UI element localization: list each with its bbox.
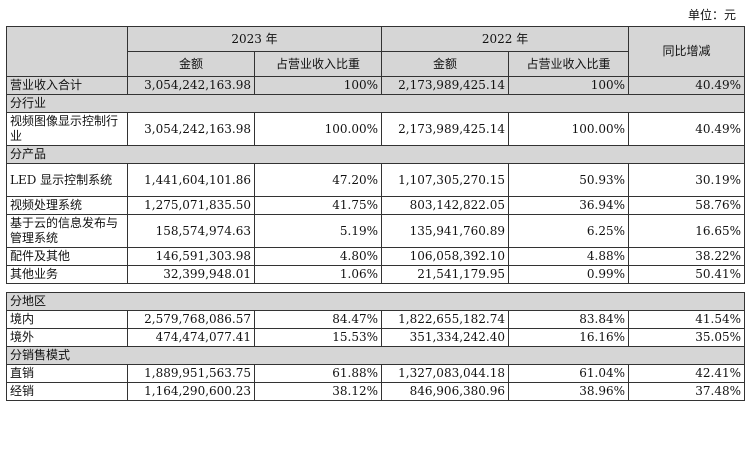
header-yoy: 同比增减: [628, 26, 746, 77]
ratio-2023: 5.19%: [253, 214, 383, 248]
total-yoy: 40.49%: [628, 76, 746, 95]
yoy-change: 41.54%: [628, 310, 746, 329]
table-row: 其他业务 32,399,948.01 1.06% 21,541,179.95 0.99%…: [6, 265, 746, 284]
section-title: 分行业: [5, 94, 746, 113]
amount-2023: 474,474,077.41: [127, 328, 255, 347]
ratio-2022: 83.84%: [508, 310, 630, 329]
ratio-2022: 36.94%: [508, 196, 630, 215]
ratio-2023: 100.00%: [253, 112, 383, 146]
total-ratio-2023: 100%: [253, 76, 383, 95]
amount-2022: 21,541,179.95: [381, 265, 510, 284]
row-label: 境内: [6, 310, 128, 329]
ratio-2023: 84.47%: [253, 310, 383, 329]
ratio-2023: 41.75%: [253, 196, 383, 215]
yoy-change: 38.22%: [628, 247, 746, 266]
amount-2022: 2,173,989,425.14: [381, 112, 510, 146]
total-amount-2023: 3,054,242,163.98: [127, 76, 255, 95]
amount-2022: 1,327,083,044.18: [381, 364, 510, 383]
ratio-2023: 47.20%: [253, 163, 383, 197]
row-label: 视频处理系统: [6, 196, 128, 215]
yoy-change: 35.05%: [628, 328, 746, 347]
total-row: 营业收入合计 3,054,242,163.98 100% 2,173,989,4…: [6, 76, 746, 95]
section-title: 分产品: [5, 145, 746, 164]
ratio-2023: 38.12%: [253, 382, 383, 401]
ratio-2022: 38.96%: [508, 382, 630, 401]
header-2022: 2022 年: [381, 26, 630, 52]
table-row: 境内 2,579,768,086.57 84.47% 1,822,655,182.74…: [6, 310, 746, 329]
row-label: 基于云的信息发布与管理系统: [6, 214, 128, 248]
row-label: 经销: [6, 382, 128, 401]
header-row-metrics: 金额 占营业收入比重 金额 占营业收入比重: [7, 51, 745, 77]
amount-2023: 3,054,242,163.98: [127, 112, 255, 146]
amount-2023: 32,399,948.01: [127, 265, 255, 284]
header-row-years: 2023 年 2022 年 同比增减: [6, 26, 746, 77]
yoy-change: 30.19%: [628, 163, 746, 197]
total-label: 营业收入合计: [6, 76, 128, 95]
ratio-2022: 100.00%: [508, 112, 630, 146]
header-ratio-2022: 占营业收入比重: [508, 51, 630, 77]
table-row: 视频图像显示控制行业 3,054,242,163.98 100.00% 2,173,9…: [6, 112, 746, 146]
table-row: 配件及其他 146,591,303.98 4.80% 106,058,392.10 4.…: [6, 247, 746, 266]
amount-2022: 135,941,760.89: [381, 214, 510, 248]
table-row: 境外 474,474,077.41 15.53% 351,334,242.40 16.1…: [6, 328, 746, 347]
amount-2023: 146,591,303.98: [127, 247, 255, 266]
table-row: 视频处理系统 1,275,071,835.50 41.75% 803,142,822.…: [6, 196, 746, 215]
header-blank-cell: [6, 26, 128, 77]
ratio-2022: 6.25%: [508, 214, 630, 248]
yoy-change: 40.49%: [628, 112, 746, 146]
ratio-2022: 0.99%: [508, 265, 630, 284]
row-label: LED 显示控制系统: [6, 163, 128, 197]
ratio-2023: 4.80%: [253, 247, 383, 266]
yoy-change: 58.76%: [628, 196, 746, 215]
table-row: LED 显示控制系统 1,441,604,101.86 47.20% 1,107,30…: [6, 163, 746, 197]
ratio-2022: 50.93%: [508, 163, 630, 197]
amount-2022: 803,142,822.05: [381, 196, 510, 215]
table-spacer: [6, 283, 745, 293]
header-amount-2022: 金额: [381, 51, 510, 77]
header-2023: 2023 年: [126, 26, 383, 52]
revenue-table: 2023 年 2022 年 同比增减 金额 占营业收入比重 金额 占营业收入比重…: [5, 26, 746, 401]
yoy-change: 37.48%: [628, 382, 746, 401]
table-row: 经销 1,164,290,600.23 38.12% 846,906,380.96 38…: [6, 382, 746, 401]
ratio-2022: 4.88%: [508, 247, 630, 266]
amount-2023: 1,164,290,600.23: [127, 382, 255, 401]
row-label: 视频图像显示控制行业: [6, 112, 128, 146]
table-row: 基于云的信息发布与管理系统 158,574,974.63 5.19% 135,941,…: [6, 214, 746, 248]
amount-2023: 1,441,604,101.86: [127, 163, 255, 197]
section-header-row: 分地区: [5, 292, 746, 311]
amount-2022: 351,334,242.40: [381, 328, 510, 347]
header-amount-2023: 金额: [127, 51, 255, 77]
table-row: 直销 1,889,951,563.75 61.88% 1,327,083,044.18…: [6, 364, 746, 383]
section-title: 分地区: [5, 292, 746, 311]
amount-2022: 106,058,392.10: [381, 247, 510, 266]
row-label: 直销: [6, 364, 128, 383]
header-ratio-2023: 占营业收入比重: [253, 51, 383, 77]
ratio-2022: 61.04%: [508, 364, 630, 383]
row-label: 境外: [6, 328, 128, 347]
unit-label: 单位：元: [687, 8, 736, 22]
yoy-change: 16.65%: [628, 214, 746, 248]
row-label: 其他业务: [6, 265, 128, 284]
amount-2023: 1,889,951,563.75: [127, 364, 255, 383]
section-header-row: 分行业: [5, 94, 746, 113]
section-title: 分销售模式: [5, 346, 746, 365]
row-label: 配件及其他: [6, 247, 128, 266]
ratio-2022: 16.16%: [508, 328, 630, 347]
yoy-change: 50.41%: [628, 265, 746, 284]
total-amount-2022: 2,173,989,425.14: [381, 76, 510, 95]
amount-2022: 1,822,655,182.74: [381, 310, 510, 329]
yoy-change: 42.41%: [628, 364, 746, 383]
amount-2023: 2,579,768,086.57: [127, 310, 255, 329]
ratio-2023: 15.53%: [253, 328, 383, 347]
amount-2022: 1,107,305,270.15: [381, 163, 510, 197]
amount-2023: 158,574,974.63: [127, 214, 255, 248]
total-ratio-2022: 100%: [508, 76, 630, 95]
ratio-2023: 1.06%: [253, 265, 383, 284]
section-header-row: 分产品: [5, 145, 746, 164]
section-header-row: 分销售模式: [5, 346, 746, 365]
amount-2022: 846,906,380.96: [381, 382, 510, 401]
spacer-cell: [6, 283, 745, 293]
amount-2023: 1,275,071,835.50: [127, 196, 255, 215]
ratio-2023: 61.88%: [253, 364, 383, 383]
